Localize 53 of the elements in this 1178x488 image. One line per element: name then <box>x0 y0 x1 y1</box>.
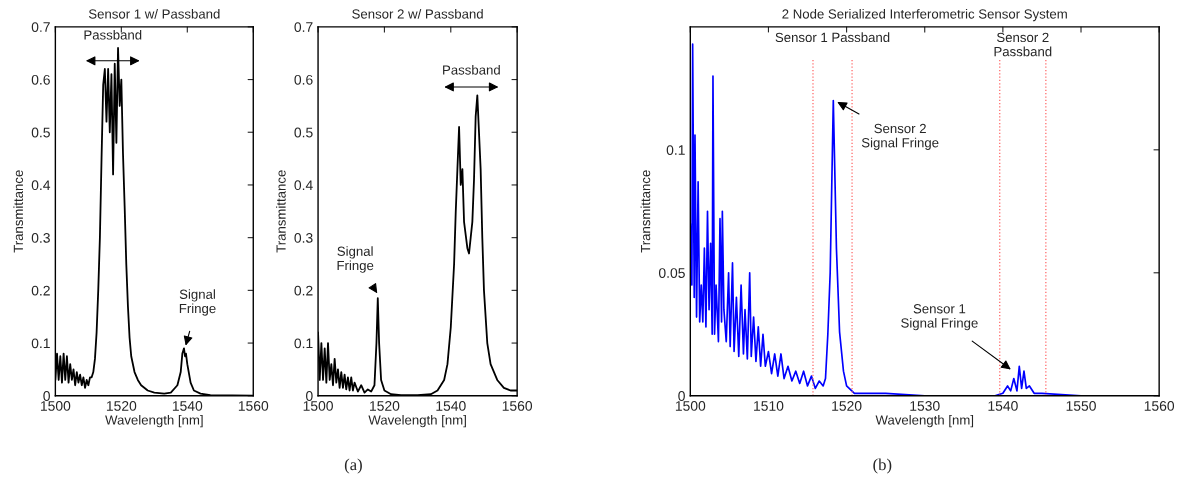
y-tick-label: 0.1 <box>666 145 685 155</box>
y-tick-label: 0.4 <box>31 180 51 191</box>
y-axis-title: Transmittance <box>640 170 651 253</box>
x-tick-label: 1530 <box>910 401 940 411</box>
x-tick-label: 1550 <box>1066 401 1096 411</box>
y-tick-label: 0.4 <box>294 180 313 191</box>
x-tick-label: 1560 <box>502 401 533 411</box>
x-tick-label: 1520 <box>370 401 400 411</box>
chart-title: 2 Node Serialized Interferometric Sensor System <box>782 8 1067 22</box>
x-tick-label: 1500 <box>675 401 706 411</box>
y-axis-title: Transmittance <box>13 170 24 253</box>
x-axis-title: Wavelength [nm] <box>105 414 203 428</box>
y-tick-label: 0.5 <box>294 127 313 138</box>
y-tick-label: 0 <box>306 391 313 401</box>
annotation: Signal Fringe <box>179 289 216 316</box>
x-tick-label: 1560 <box>238 401 269 411</box>
x-tick-label: 1560 <box>1144 401 1175 411</box>
annotation: Sensor 1 Signal Fringe <box>901 304 978 331</box>
y-tick-label: 0.7 <box>294 22 313 33</box>
annotation: Passband <box>443 64 500 75</box>
annotation: Sensor 2 Signal Fringe <box>861 123 939 150</box>
x-tick-label: 1520 <box>832 401 862 411</box>
y-tick-label: 0.3 <box>31 232 50 243</box>
chart-title: Sensor 2 w/ Passband <box>352 8 483 19</box>
text: (a) <box>344 458 362 474</box>
y-tick-label: 0 <box>678 391 685 401</box>
annotation: Passband <box>84 29 142 40</box>
y-tick-label: 0.1 <box>294 338 313 349</box>
text: (b) <box>873 458 892 474</box>
x-tick-label: 1500 <box>303 401 333 411</box>
ref-line-label: Sensor 2 Passband <box>994 32 1052 57</box>
x-tick-label: 1500 <box>40 401 71 411</box>
y-tick-label: 0.1 <box>31 338 50 349</box>
y-tick-label: 0.3 <box>294 232 313 243</box>
x-tick-label: 1510 <box>754 401 784 411</box>
y-tick-label: 0.2 <box>294 285 313 296</box>
x-tick-label: 1520 <box>106 401 137 411</box>
x-tick-label: 1540 <box>988 401 1018 411</box>
ref-line-label: Sensor 1 Passband <box>775 32 890 43</box>
y-tick-label: 0.6 <box>31 74 50 85</box>
y-tick-label: 0 <box>43 391 50 401</box>
y-axis-title: Transmittance <box>276 170 286 253</box>
x-axis-title: Wavelength [nm] <box>875 414 974 428</box>
chart-title: Sensor 1 w/ Passband <box>88 8 220 19</box>
y-tick-label: 0.6 <box>294 74 313 85</box>
y-tick-label: 0.05 <box>658 268 685 278</box>
x-tick-label: 1540 <box>436 401 466 411</box>
y-tick-label: 0.2 <box>31 285 50 296</box>
annotation: Signal Fringe <box>337 246 374 273</box>
x-tick-label: 1540 <box>172 401 203 411</box>
x-axis-title: Wavelength [nm] <box>368 414 466 428</box>
y-tick-label: 0.7 <box>31 22 50 33</box>
y-tick-label: 0.5 <box>31 127 50 138</box>
